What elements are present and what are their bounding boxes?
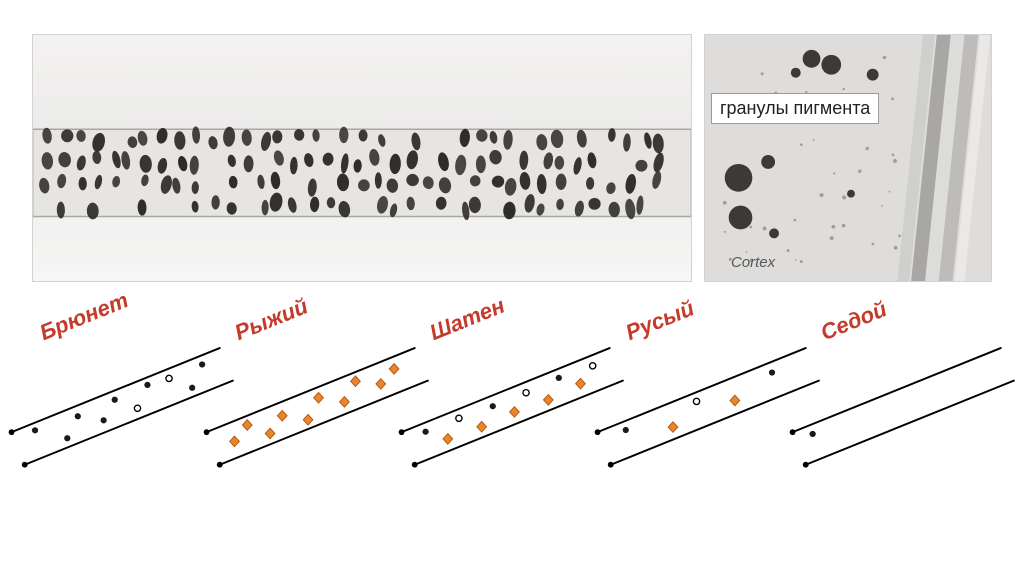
hair-type-diagrams: БрюнетРыжийШатенРусыйСедой bbox=[24, 300, 1000, 470]
micrograph-large bbox=[32, 34, 692, 282]
hair-strand-svg bbox=[24, 300, 219, 470]
hair-strand-svg bbox=[610, 300, 805, 470]
hair-strand-svg bbox=[805, 300, 1000, 470]
hair-strand-svg bbox=[414, 300, 609, 470]
hair-type-3: Русый bbox=[610, 300, 805, 470]
hair-type-1: Рыжий bbox=[219, 300, 414, 470]
cortex-label: Cortex bbox=[731, 254, 775, 271]
pigment-granules-label: гранулы пигмента bbox=[711, 93, 879, 124]
hair-strand-svg bbox=[219, 300, 414, 470]
top-micrographs: гранулы пигмента Cortex bbox=[32, 34, 992, 282]
figure-canvas: гранулы пигмента Cortex БрюнетРыжийШатен… bbox=[0, 0, 1024, 574]
micrograph-small: гранулы пигмента Cortex bbox=[704, 34, 992, 282]
hair-type-0: Брюнет bbox=[24, 300, 219, 470]
hair-type-2: Шатен bbox=[414, 300, 609, 470]
hair-type-4: Седой bbox=[805, 300, 1000, 470]
